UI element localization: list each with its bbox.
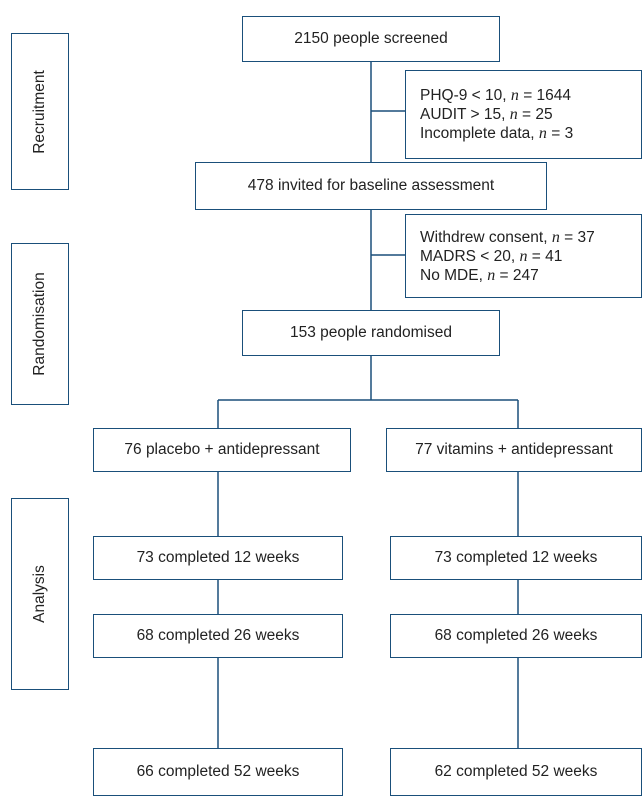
exclusion-line: AUDIT > 15, n = 25	[420, 106, 553, 123]
placebo-arm-box: 76 placebo + antidepressant	[93, 428, 351, 472]
vitamin-26-weeks-box: 68 completed 26 weeks	[390, 614, 642, 658]
vitamin-52-weeks-box: 62 completed 52 weeks	[390, 748, 642, 796]
vitamin-arm-box: 77 vitamins + antidepressant	[386, 428, 642, 472]
stage-analysis-label: Analysis	[31, 565, 48, 623]
exclusion-box-screening: PHQ-9 < 10, n = 1644 AUDIT > 15, n = 25 …	[405, 70, 642, 159]
stage-randomisation-label: Randomisation	[31, 272, 48, 376]
stage-analysis: Analysis	[11, 498, 69, 690]
screened-box: 2150 people screened	[242, 16, 500, 62]
invited-box: 478 invited for baseline assessment	[195, 162, 547, 210]
stage-recruitment: Recruitment	[11, 33, 69, 190]
exclusion-line: Withdrew consent, n = 37	[420, 228, 595, 246]
exclusion-line: Incomplete data, n = 3	[420, 125, 574, 142]
stage-randomisation: Randomisation	[11, 243, 69, 405]
exclusion-line: MADRS < 20, n = 41	[420, 247, 563, 265]
placebo-52-weeks-box: 66 completed 52 weeks	[93, 748, 343, 796]
vitamin-12-weeks-box: 73 completed 12 weeks	[390, 536, 642, 580]
exclusion-box-baseline: Withdrew consent, n = 37 MADRS < 20, n =…	[405, 214, 642, 298]
stage-recruitment-label: Recruitment	[31, 69, 48, 154]
placebo-12-weeks-box: 73 completed 12 weeks	[93, 536, 343, 580]
exclusion-line: No MDE, n = 247	[420, 266, 539, 284]
randomised-box: 153 people randomised	[242, 310, 500, 356]
exclusion-line: PHQ-9 < 10, n = 1644	[420, 87, 572, 104]
placebo-26-weeks-box: 68 completed 26 weeks	[93, 614, 343, 658]
